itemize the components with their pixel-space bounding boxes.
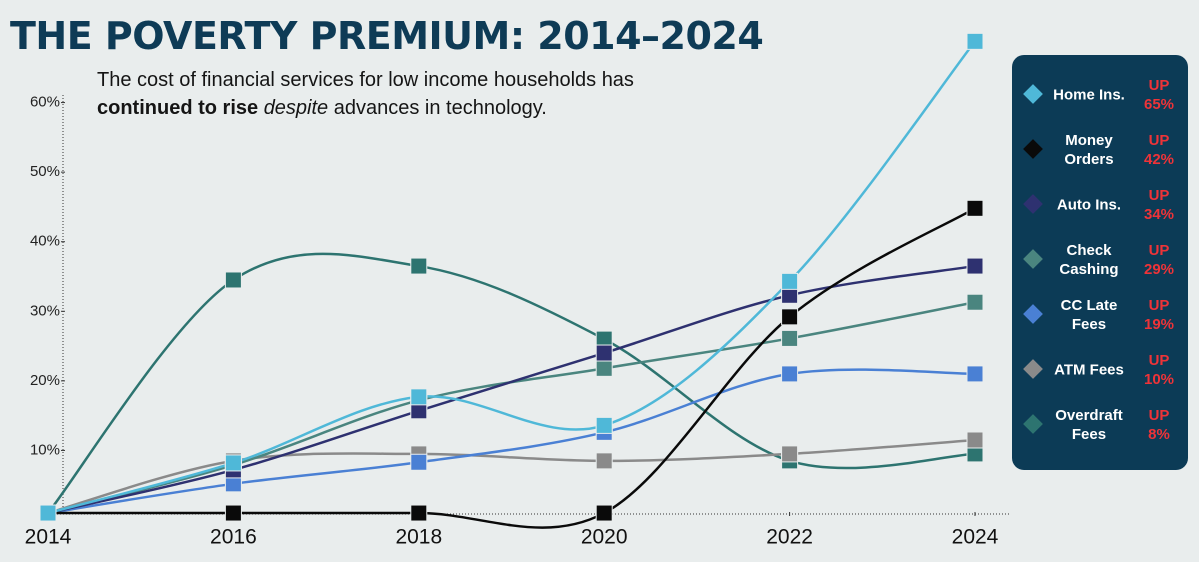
legend: Home Ins. UP 65% Money Orders UP 42% Auto Ins.… — [1012, 55, 1188, 470]
point-marker — [595, 416, 613, 434]
change-annotation: UP 42% — [1136, 131, 1182, 169]
point-marker — [966, 257, 984, 275]
x-tick-label: 2020 — [581, 526, 628, 549]
trend-label: UP — [1148, 132, 1170, 149]
point-marker — [781, 365, 799, 383]
point-marker — [39, 504, 57, 522]
point-marker — [966, 199, 984, 217]
point-marker — [781, 445, 799, 463]
subtitle-bold: continued to rise — [97, 97, 259, 119]
point-marker — [781, 308, 799, 326]
change-label: 42% — [1143, 151, 1175, 168]
legend-label: CC Late Fees — [1060, 297, 1118, 333]
series-line — [48, 207, 976, 529]
y-tick-label: 50% — [30, 163, 60, 180]
point-marker — [966, 431, 984, 449]
series-line — [47, 438, 976, 515]
change-label: 29% — [1143, 261, 1175, 278]
legend-swatch — [1023, 249, 1043, 269]
x-tick-label: 2016 — [210, 526, 257, 549]
series-line — [47, 368, 976, 515]
y-tick-label: 60% — [30, 94, 60, 111]
legend-swatch — [1023, 359, 1043, 379]
x-tick-label: 2014 — [25, 526, 72, 549]
legend-label: Overdraft Fees — [1055, 407, 1123, 443]
x-tick-label: 2022 — [766, 526, 813, 549]
change-annotation: UP 34% — [1136, 186, 1182, 224]
change-annotation: UP 65% — [1136, 76, 1182, 114]
point-marker — [595, 452, 613, 470]
change-annotation: UP 19% — [1136, 296, 1182, 334]
point-marker — [224, 271, 242, 289]
series-line — [47, 264, 976, 515]
point-marker — [595, 504, 613, 522]
subtitle-italic: despite — [263, 97, 329, 119]
point-marker — [966, 32, 984, 50]
subtitle: The cost of financial services for low i… — [97, 66, 697, 122]
legend-entry: Money Orders UP 42% — [1012, 125, 1188, 175]
legend-swatch — [1023, 194, 1043, 214]
trend-label: UP — [1148, 187, 1170, 204]
x-tick-label: 2018 — [395, 526, 442, 549]
change-label: 19% — [1143, 316, 1175, 333]
legend-label: Home Ins. — [1053, 86, 1125, 104]
trend-label: UP — [1148, 297, 1170, 314]
point-marker — [781, 272, 799, 290]
change-annotation: UP 29% — [1136, 241, 1182, 279]
point-marker — [410, 504, 428, 522]
x-tick-label: 2024 — [952, 526, 999, 549]
subtitle-text: advances in technology. — [333, 97, 547, 119]
trend-label: UP — [1148, 407, 1170, 424]
change-annotation: UP 8% — [1136, 406, 1182, 444]
legend-label: Check Cashing — [1059, 242, 1119, 278]
legend-label: ATM Fees — [1054, 361, 1124, 379]
legend-swatch — [1023, 84, 1043, 104]
change-label: 10% — [1143, 371, 1175, 388]
legend-entry: Check Cashing UP 29% — [1012, 235, 1188, 285]
y-tick-label: 40% — [30, 233, 60, 250]
change-label: 8% — [1148, 426, 1170, 443]
trend-label: UP — [1148, 242, 1170, 259]
change-annotation: UP 10% — [1136, 351, 1182, 389]
trend-label: UP — [1148, 352, 1170, 369]
change-label: 34% — [1143, 206, 1175, 223]
point-marker — [410, 453, 428, 471]
point-marker — [781, 329, 799, 347]
point-marker — [595, 344, 613, 362]
y-tick-label: 10% — [30, 441, 60, 458]
point-marker — [224, 504, 242, 522]
legend-label: Money Orders — [1064, 132, 1114, 168]
change-label: 65% — [1143, 96, 1175, 113]
y-tick-label: 30% — [30, 302, 60, 319]
legend-swatch — [1023, 304, 1043, 324]
legend-entry: ATM Fees UP 10% — [1012, 345, 1188, 395]
y-tick-label: 20% — [30, 372, 60, 389]
point-marker — [410, 388, 428, 406]
point-marker — [224, 454, 242, 472]
chart-title: THE POVERTY PREMIUM: 2014–2024 — [10, 14, 764, 58]
trend-label: UP — [1148, 77, 1170, 94]
point-marker — [966, 365, 984, 383]
legend-swatch — [1023, 414, 1043, 434]
point-marker — [595, 359, 613, 377]
point-marker — [966, 293, 984, 311]
legend-entry: Home Ins. UP 65% — [1012, 70, 1188, 120]
point-marker — [410, 257, 428, 275]
legend-swatch — [1023, 139, 1043, 159]
legend-entry: Auto Ins. UP 34% — [1012, 180, 1188, 230]
subtitle-text: The cost of financial services for low i… — [97, 69, 634, 91]
legend-entry: CC Late Fees UP 19% — [1012, 290, 1188, 340]
legend-label: Auto Ins. — [1056, 196, 1122, 214]
legend-entry: Overdraft Fees UP 8% — [1012, 400, 1188, 450]
